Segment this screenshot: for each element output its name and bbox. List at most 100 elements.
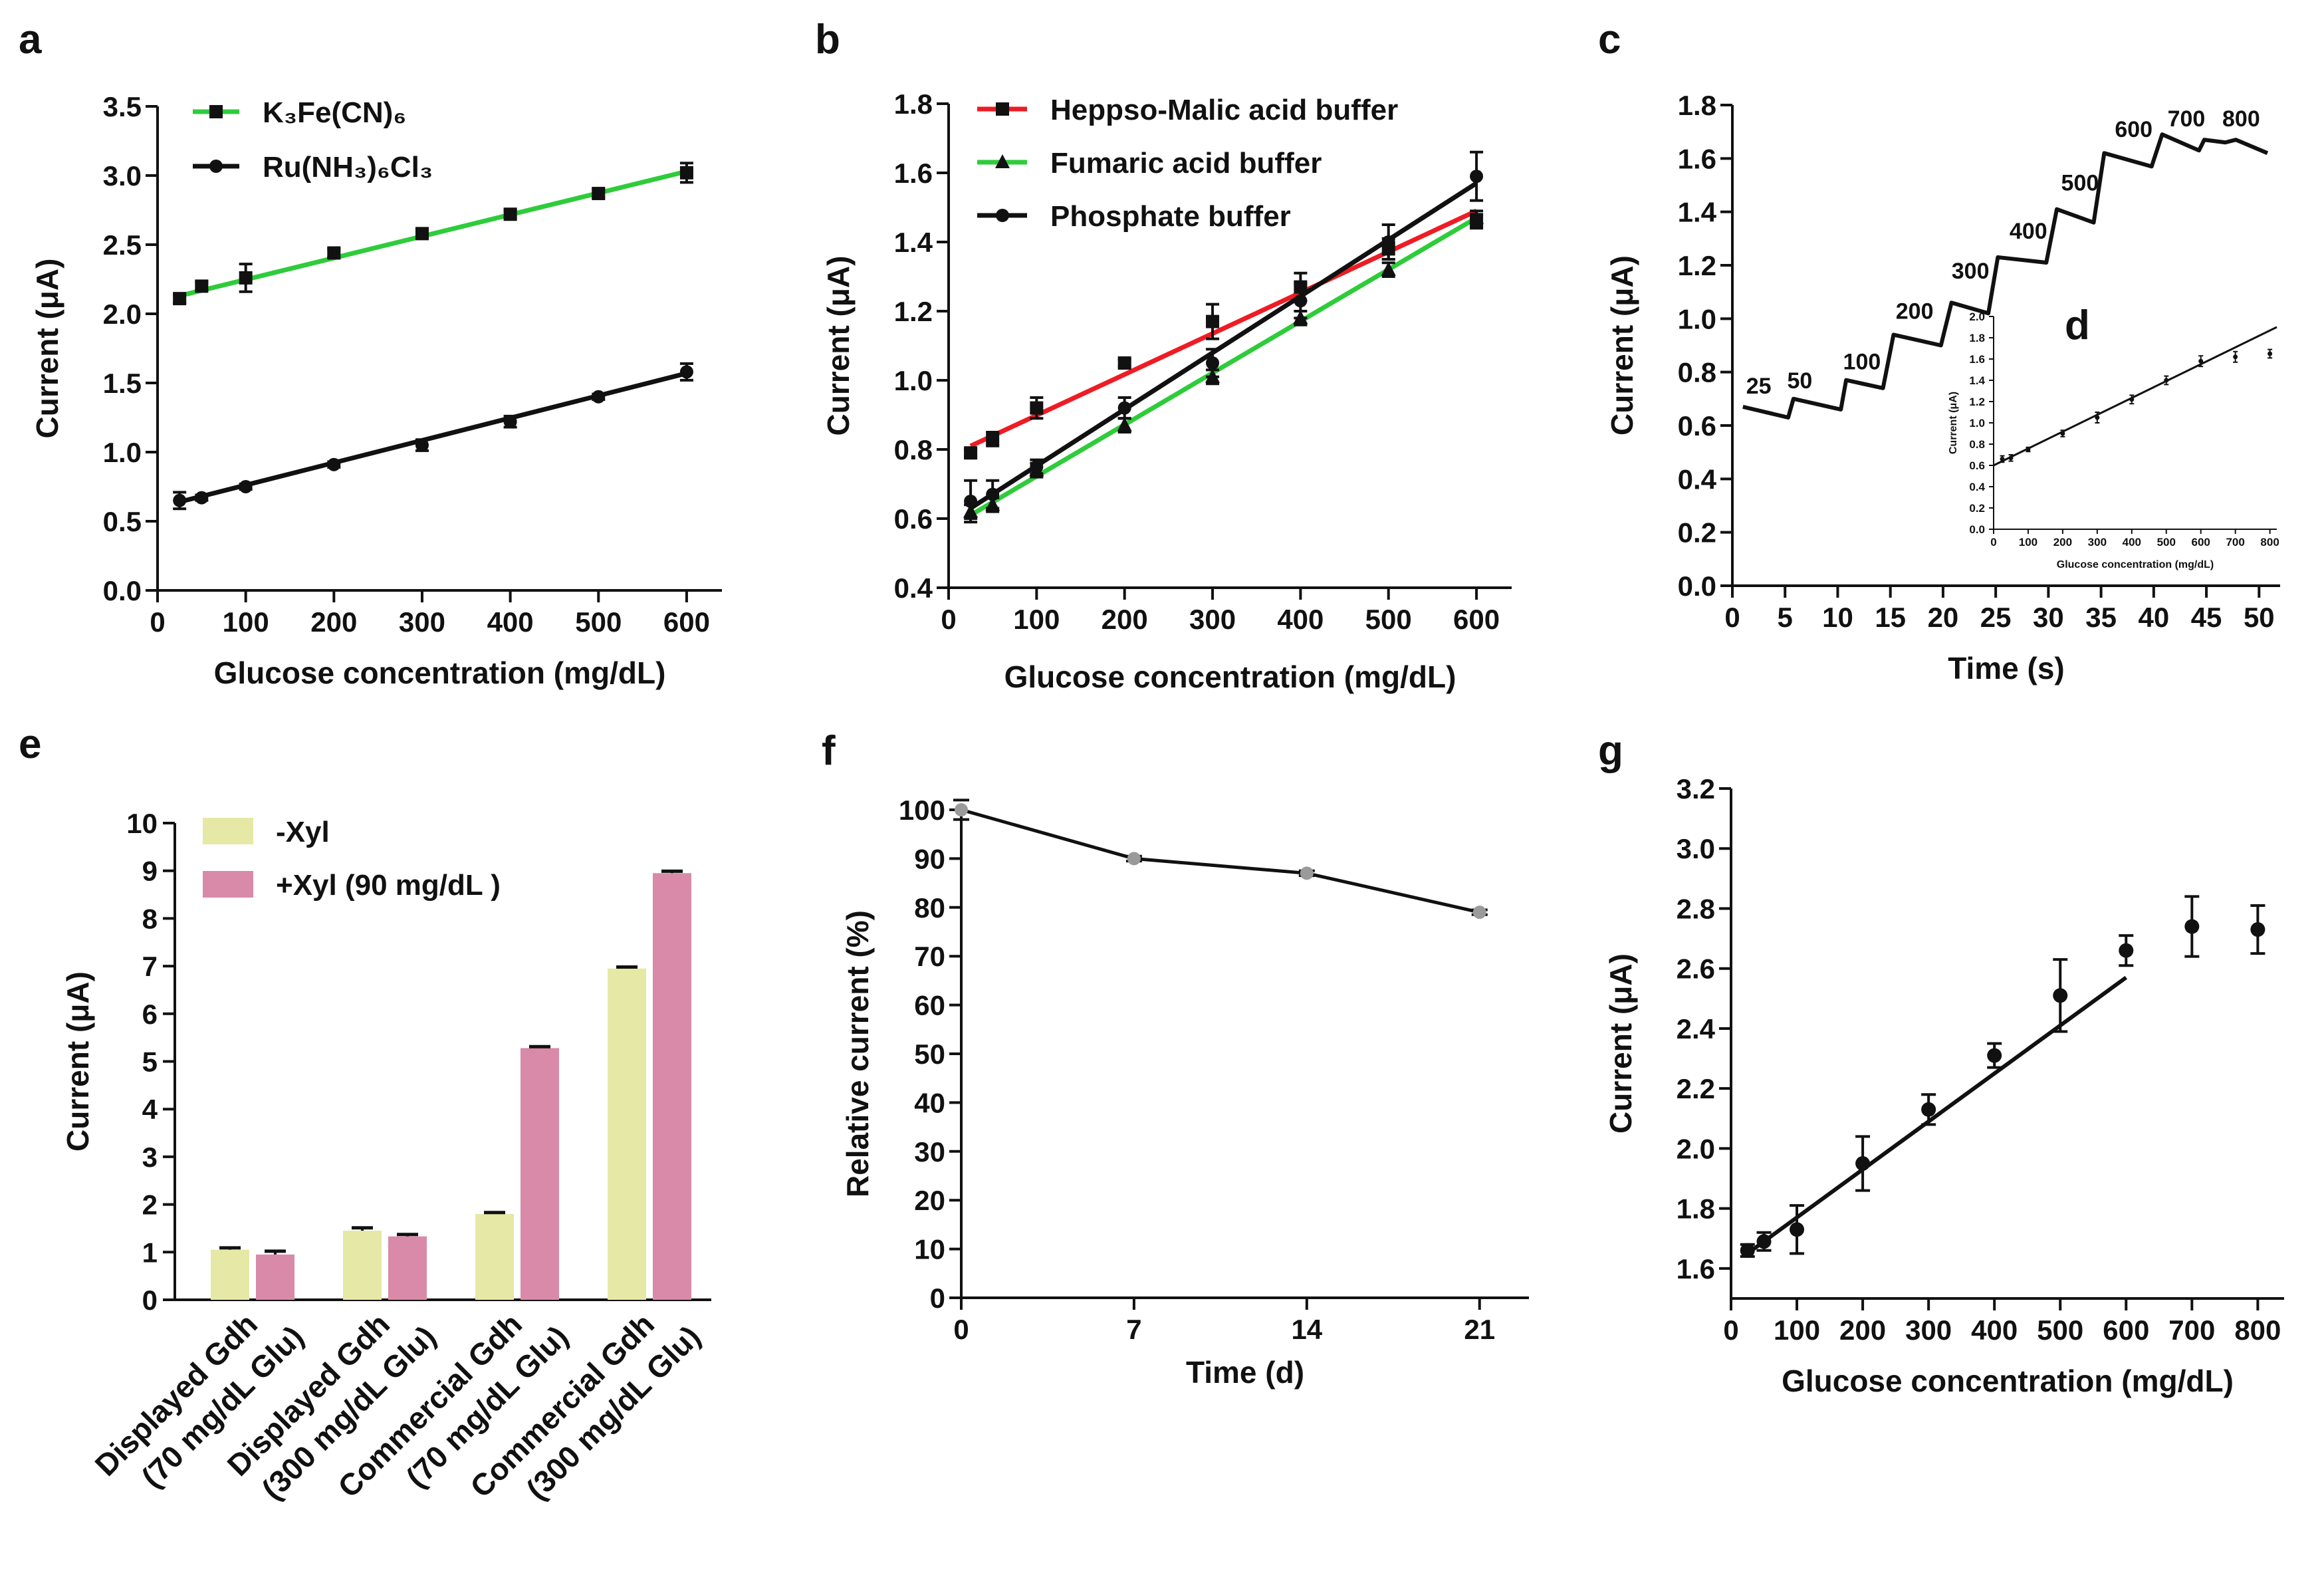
y-tick-label: 1.0 (1678, 303, 1716, 334)
legend-label: Heppso-Malic acid buffer (1050, 94, 1398, 126)
legend-marker (995, 154, 1010, 168)
x-tick-label: 100 (2019, 536, 2037, 549)
y-tick-label: 1.6 (1677, 1253, 1715, 1285)
y-tick-label: 30 (914, 1136, 945, 1167)
x-tick-label: 7 (1126, 1314, 1141, 1345)
y-tick-label: 3.2 (1677, 773, 1715, 804)
panel-label-c: c (1598, 17, 1621, 62)
stability-point (1127, 852, 1141, 866)
legend-label: K₃Fe(CN)₆ (263, 96, 406, 129)
y-tick-label: 0.6 (894, 503, 933, 535)
calibration-point (1756, 1234, 1772, 1249)
x-tick-label: 0 (150, 606, 165, 638)
calibration-point (2184, 919, 2200, 934)
x-tick-label: 25 (1980, 602, 2012, 633)
bar-minus-xyl (475, 1213, 514, 1300)
step-concentration-label: 600 (2115, 117, 2152, 142)
bar-plus-xyl (521, 1048, 559, 1300)
step-concentration-label: 200 (1896, 299, 1934, 324)
y-tick-label: 0.4 (1969, 481, 1985, 493)
heppso-point (1030, 401, 1044, 415)
y-tick-label: 2.0 (1677, 1133, 1715, 1164)
x-tick-label: 20 (1928, 602, 1959, 633)
y-tick-label: 0.4 (1678, 463, 1717, 495)
inset-point (2095, 415, 2100, 420)
calibration-point (2119, 943, 2134, 958)
inset-point (2008, 455, 2014, 461)
panel-label-d: d (2065, 303, 2090, 348)
x-tick-label: 35 (2085, 602, 2117, 633)
x-tick-label: 200 (1102, 604, 1148, 635)
step-concentration-label: 25 (1746, 374, 1772, 399)
y-tick-label: 0.6 (1678, 410, 1716, 441)
y-tick-label: 0.8 (1678, 357, 1716, 388)
stability-line (961, 808, 1480, 914)
y-tick-label: 0 (930, 1283, 945, 1314)
x-axis-title: Time (d) (1186, 1355, 1304, 1390)
panel-label-a: a (19, 17, 42, 62)
step-concentration-label: 50 (1788, 368, 1813, 394)
y-axis-title: Current (μA) (1605, 255, 1639, 435)
y-tick-label: 1.2 (1969, 396, 1985, 408)
phosphate-point (1030, 460, 1044, 473)
calibration-fit-line (1746, 975, 2128, 1255)
y-tick-label: 0.8 (1969, 438, 1985, 451)
calibration-point (2250, 922, 2266, 937)
phosphate-point (1470, 170, 1484, 184)
y-tick-label: 100 (899, 795, 945, 826)
x-tick-label: 0 (941, 604, 956, 635)
x-tick-label: 800 (2260, 536, 2279, 549)
y-axis-title: Current (μA) (60, 971, 95, 1152)
panel-label-f: f (822, 728, 836, 774)
y-tick-label: 40 (914, 1087, 945, 1118)
y-tick-label: 0.5 (103, 506, 142, 537)
ferricyanide-point (327, 246, 341, 260)
phosphate-point (986, 487, 1000, 501)
calibration-point (2053, 988, 2068, 1003)
x-tick-label: 700 (2226, 536, 2244, 549)
y-tick-label: 1.6 (1969, 353, 1985, 366)
x-tick-label: 800 (2234, 1314, 2281, 1346)
ruthenium-point (592, 390, 606, 404)
heppso-point (964, 446, 978, 460)
ferricyanide-point (173, 292, 187, 306)
step-concentration-label: 100 (1843, 350, 1881, 375)
inset-point (2060, 431, 2065, 436)
x-tick-label: 15 (1875, 602, 1906, 633)
x-tick-label: 0 (1723, 1314, 1738, 1346)
y-tick-label: 0.2 (1969, 502, 1985, 515)
y-tick-label: 1.4 (1969, 374, 1985, 387)
x-tick-label: 600 (2103, 1314, 2149, 1346)
panel-label-g: g (1598, 728, 1623, 774)
bar-plus-xyl (256, 1254, 294, 1300)
step-concentration-label: 800 (2222, 106, 2260, 132)
x-tick-label: 200 (310, 606, 357, 638)
ferricyanide-point (592, 187, 606, 201)
y-tick-label: 20 (914, 1185, 945, 1216)
x-tick-label: 45 (2191, 602, 2222, 633)
x-axis-title: Glucose concentration (mg/dL) (1004, 660, 1456, 694)
step-concentration-label: 300 (1952, 259, 1990, 284)
inset-point (2164, 378, 2169, 383)
bar-plus-xyl (388, 1236, 427, 1300)
x-tick-label: 600 (663, 606, 710, 638)
legend-label: Ru(NH₃)₆Cl₃ (263, 151, 433, 184)
x-tick-label: 14 (1291, 1314, 1322, 1345)
y-tick-label: 2.4 (1677, 1013, 1716, 1044)
y-tick-label: 60 (914, 990, 945, 1021)
inset-point (2026, 447, 2031, 452)
stability-point (1300, 866, 1314, 880)
y-tick-label: 1.2 (1678, 250, 1716, 281)
calibration-point (1740, 1243, 1755, 1258)
step-concentration-label: 400 (2010, 219, 2047, 244)
x-axis-title: Glucose concentration (mg/dL) (214, 656, 666, 690)
ruthenium-point (503, 415, 517, 429)
x-tick-label: 600 (2192, 536, 2210, 549)
panel-d-inset-chart: 0 100 200 300 400 500 600 700 800 0.0 0.2 0.4 0.6 0.8… (1948, 310, 2279, 570)
y-tick-label: 0 (142, 1285, 158, 1316)
y-tick-label: 3 (142, 1142, 158, 1173)
panel-c-chart: 0 5 10 15 20 25 30 35 40 45 50 0.0 0.2 0.4 0.6 0.8 1.0 1.… (1605, 90, 2280, 685)
x-axis-title: Glucose concentration (mg/dL) (2057, 559, 2214, 570)
y-tick-label: 1.8 (1678, 90, 1716, 121)
